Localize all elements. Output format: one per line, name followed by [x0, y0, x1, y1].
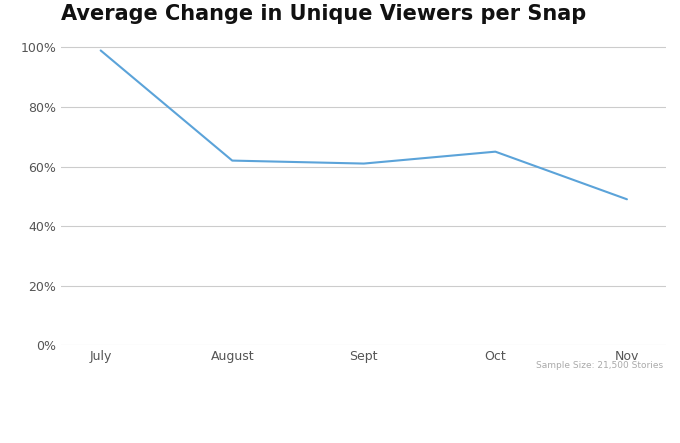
- Text: presented by: presented by: [119, 409, 182, 419]
- Text: Average Change in Unique Viewers per Snap: Average Change in Unique Viewers per Sna…: [61, 4, 586, 24]
- Text: DELMONDO: DELMONDO: [20, 407, 125, 421]
- Text: Sample Size: 21,500 Stories: Sample Size: 21,500 Stories: [536, 361, 663, 369]
- Text: TechCrunch: TechCrunch: [170, 409, 242, 419]
- Text: BENCHMARK STUDY: BENCHMARK STUDY: [489, 407, 660, 421]
